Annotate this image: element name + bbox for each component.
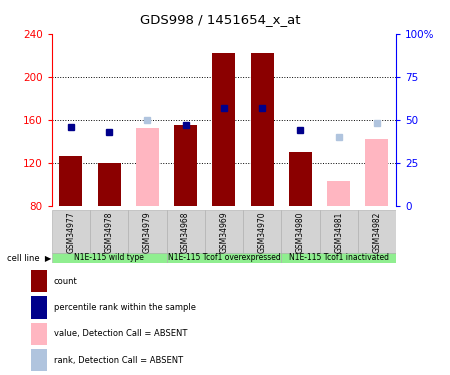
Bar <box>251 53 274 206</box>
Bar <box>205 210 243 253</box>
Bar <box>59 156 82 206</box>
Bar <box>166 210 205 253</box>
Bar <box>243 210 281 253</box>
Bar <box>358 210 396 253</box>
Text: GSM34977: GSM34977 <box>67 211 76 253</box>
Bar <box>365 140 388 206</box>
Bar <box>90 210 128 253</box>
Text: N1E-115 Tcof1 overexpressed: N1E-115 Tcof1 overexpressed <box>167 253 280 262</box>
Text: rank, Detection Call = ABSENT: rank, Detection Call = ABSENT <box>54 356 183 364</box>
Text: GSM34981: GSM34981 <box>334 211 343 253</box>
Bar <box>32 296 47 319</box>
Bar <box>98 163 121 206</box>
Bar <box>281 210 320 253</box>
Text: GSM34982: GSM34982 <box>373 211 382 253</box>
Bar <box>166 253 281 262</box>
Bar <box>128 210 166 253</box>
Text: GSM34970: GSM34970 <box>257 211 266 253</box>
Bar <box>52 210 90 253</box>
Bar <box>32 270 47 292</box>
Text: value, Detection Call = ABSENT: value, Detection Call = ABSENT <box>54 329 187 338</box>
Bar <box>136 128 159 206</box>
Text: percentile rank within the sample: percentile rank within the sample <box>54 303 196 312</box>
Text: GSM34968: GSM34968 <box>181 211 190 253</box>
Text: GSM34979: GSM34979 <box>143 211 152 253</box>
Text: count: count <box>54 277 78 286</box>
Bar <box>320 210 358 253</box>
Bar <box>327 182 350 206</box>
Bar <box>281 253 396 262</box>
Text: GDS998 / 1451654_x_at: GDS998 / 1451654_x_at <box>140 13 301 26</box>
Text: N1E-115 Tcof1 inactivated: N1E-115 Tcof1 inactivated <box>288 253 389 262</box>
Text: cell line  ▶: cell line ▶ <box>7 253 52 262</box>
Text: GSM34969: GSM34969 <box>220 211 228 253</box>
Bar <box>212 53 235 206</box>
Bar <box>32 349 47 371</box>
Bar <box>32 322 47 345</box>
Bar <box>174 125 197 206</box>
Bar <box>289 152 312 206</box>
Text: N1E-115 wild type: N1E-115 wild type <box>74 253 144 262</box>
Text: GSM34978: GSM34978 <box>104 211 113 253</box>
Text: GSM34980: GSM34980 <box>296 211 305 253</box>
Bar <box>52 253 166 262</box>
